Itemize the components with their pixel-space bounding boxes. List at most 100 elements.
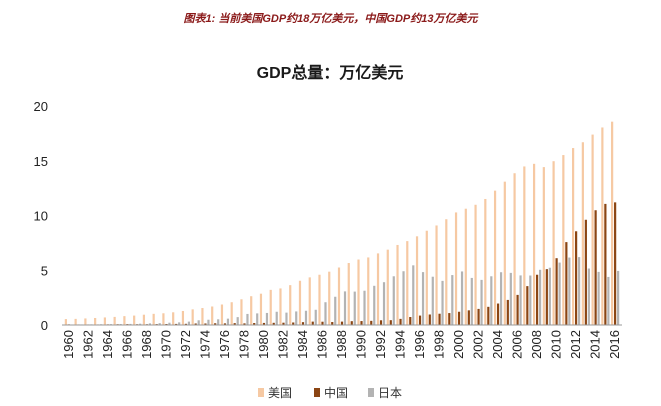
bar-中国-2009 bbox=[545, 269, 548, 325]
bar-美国-1971 bbox=[172, 312, 175, 325]
x-tick-label: 2010 bbox=[549, 330, 564, 359]
bar-中国-1991 bbox=[370, 320, 373, 325]
bar-日本-1975 bbox=[217, 319, 220, 325]
bar-美国-1981 bbox=[269, 289, 272, 325]
bar-日本-1974 bbox=[207, 319, 210, 325]
bar-中国-1981 bbox=[272, 322, 275, 325]
bar-中国-2015 bbox=[604, 203, 607, 325]
x-tick-label: 1970 bbox=[158, 330, 173, 359]
bar-美国-1998 bbox=[435, 225, 438, 325]
bar-美国-1972 bbox=[181, 310, 185, 325]
bar-日本-1986 bbox=[324, 302, 327, 325]
bar-日本-2004 bbox=[499, 272, 503, 325]
bar-中国-2011 bbox=[565, 242, 568, 325]
bar-美国-2001 bbox=[464, 208, 467, 325]
bar-美国-1986 bbox=[318, 274, 321, 325]
bar-日本-1989 bbox=[353, 291, 356, 325]
bar-美国-2015 bbox=[601, 127, 604, 326]
bar-中国-1997 bbox=[428, 314, 431, 325]
x-tick-label: 2006 bbox=[510, 330, 525, 359]
legend: 美国 中国 日本 bbox=[258, 385, 402, 400]
legend-label-美国: 美国 bbox=[268, 386, 292, 400]
bar-美国-1984 bbox=[298, 280, 302, 325]
bar-美国-2009 bbox=[542, 167, 545, 325]
bar-中国-1987 bbox=[331, 322, 334, 325]
bar-美国-1977 bbox=[230, 302, 233, 325]
bar-日本-2010 bbox=[558, 262, 561, 325]
bar-中国-1973 bbox=[194, 323, 197, 325]
y-tick-label: 20 bbox=[34, 99, 48, 114]
x-tick-label: 1964 bbox=[100, 330, 115, 359]
bar-美国-1962 bbox=[84, 318, 87, 325]
y-tick-label: 5 bbox=[41, 263, 48, 278]
bar-中国-1984 bbox=[301, 322, 305, 325]
bar-美国-1990 bbox=[357, 259, 360, 325]
bar-中国-1985 bbox=[311, 321, 314, 325]
bar-中国-1993 bbox=[389, 320, 392, 325]
bar-美国-2013 bbox=[581, 142, 584, 325]
bar-中国-1983 bbox=[292, 322, 295, 325]
bar-日本-1978 bbox=[246, 313, 249, 325]
bar-美国-2004 bbox=[493, 190, 497, 325]
bar-美国-1997 bbox=[425, 230, 428, 325]
bar-美国-1965 bbox=[113, 316, 116, 325]
bar-中国-1977 bbox=[233, 323, 236, 325]
bar-美国-1994 bbox=[396, 244, 399, 325]
bar-日本-2012 bbox=[578, 257, 581, 325]
bar-美国-1999 bbox=[445, 219, 448, 325]
bar-美国-1992 bbox=[376, 253, 380, 325]
x-tick-label: 1976 bbox=[217, 330, 232, 359]
y-tick-label: 10 bbox=[34, 209, 48, 224]
x-tick-label: 1998 bbox=[432, 330, 447, 359]
bar-日本-1972 bbox=[187, 321, 191, 325]
bar-中国-2004 bbox=[496, 303, 500, 325]
bar-日本-1992 bbox=[382, 282, 386, 325]
bar-日本-1991 bbox=[373, 285, 376, 325]
bar-中国-2003 bbox=[487, 306, 490, 325]
bar-中国-1988 bbox=[340, 321, 344, 325]
bar-日本-2002 bbox=[480, 279, 483, 325]
bar-中国-2001 bbox=[467, 310, 470, 325]
bar-美国-1966 bbox=[123, 316, 126, 325]
bar-日本-1969 bbox=[158, 323, 161, 325]
bar-日本-1982 bbox=[285, 312, 288, 325]
bar-美国-2011 bbox=[562, 155, 565, 325]
bar-中国-1992 bbox=[379, 320, 383, 325]
bar-美国-2016 bbox=[611, 121, 614, 325]
bar-日本-1985 bbox=[314, 309, 317, 325]
x-tick-label: 2008 bbox=[529, 330, 544, 359]
y-tick-label: 0 bbox=[41, 318, 48, 333]
bar-日本-1996 bbox=[421, 272, 425, 325]
bar-美国-2007 bbox=[523, 166, 526, 325]
x-tick-label: 1988 bbox=[334, 330, 349, 359]
bar-日本-2003 bbox=[490, 276, 493, 325]
x-tick-label: 1978 bbox=[236, 330, 251, 359]
bar-中国-1986 bbox=[321, 321, 324, 325]
bar-美国-1989 bbox=[347, 263, 350, 325]
bar-美国-1975 bbox=[211, 306, 214, 325]
bar-美国-1996 bbox=[415, 236, 419, 325]
bar-日本-2005 bbox=[509, 272, 512, 325]
y-axis: 0 5 10 15 20 bbox=[34, 99, 48, 333]
bar-日本-2014 bbox=[597, 271, 600, 325]
bar-日本-1983 bbox=[295, 311, 298, 325]
bar-中国-1976 bbox=[223, 323, 227, 325]
bar-美国-2010 bbox=[552, 161, 555, 325]
bar-日本-1971 bbox=[178, 322, 181, 325]
bar-美国-1988 bbox=[337, 267, 341, 325]
bar-日本-1994 bbox=[402, 271, 405, 325]
bar-中国-1998 bbox=[438, 313, 441, 325]
x-tick-label: 1960 bbox=[61, 330, 76, 359]
bar-中国-1982 bbox=[282, 322, 285, 325]
bar-中国-1972 bbox=[184, 323, 188, 325]
bar-美国-2008 bbox=[532, 163, 536, 325]
bar-日本-2006 bbox=[519, 275, 522, 325]
bar-美国-1993 bbox=[386, 249, 389, 325]
bar-中国-1980 bbox=[262, 322, 266, 325]
x-tick-label: 2004 bbox=[490, 330, 505, 359]
bar-日本-1995 bbox=[412, 265, 415, 325]
bar-日本-2011 bbox=[568, 257, 571, 325]
y-tick-label: 15 bbox=[34, 154, 48, 169]
legend-swatch-中国 bbox=[314, 388, 320, 397]
